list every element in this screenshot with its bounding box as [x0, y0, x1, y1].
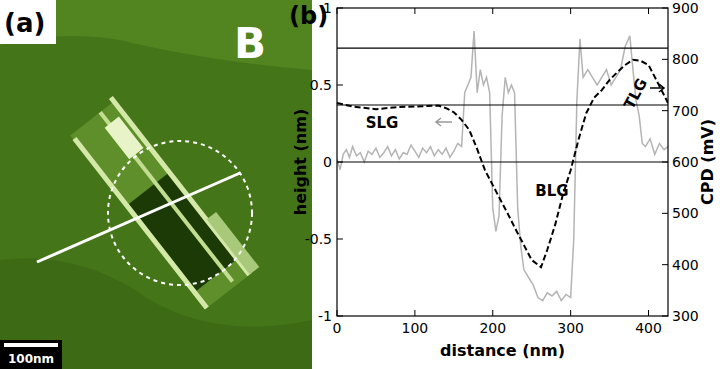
x-tick	[570, 8, 571, 14]
annotation: SLG	[366, 114, 399, 132]
scale-bar-label: 100nm	[8, 352, 54, 366]
y-tick	[337, 316, 343, 317]
y2-tick-label: 300	[672, 308, 699, 324]
y2-tick	[662, 264, 668, 265]
y2-tick-label: 500	[672, 205, 699, 221]
flake-edge	[109, 96, 251, 276]
reference-line	[337, 47, 668, 48]
y-tick-label: 0	[323, 154, 332, 170]
series-line	[337, 31, 668, 301]
x-tick	[414, 8, 415, 14]
annotation: BLG	[535, 182, 568, 200]
plot-marks	[337, 31, 668, 301]
image-background	[0, 0, 312, 369]
x-tick	[648, 310, 649, 316]
y-tick	[337, 239, 343, 240]
scale-bar-box	[0, 340, 62, 369]
y2-tick	[662, 316, 668, 317]
x-tick-label: 400	[635, 320, 662, 336]
series-line	[337, 60, 668, 267]
y-tick-label: -0.5	[305, 231, 332, 247]
y2-tick	[662, 8, 668, 9]
plot-frame	[337, 8, 668, 316]
x-tick	[492, 310, 493, 316]
y2-axis-label: CPD (mV)	[698, 119, 717, 205]
y2-tick-label: 700	[672, 103, 699, 119]
x-axis-label: distance (nm)	[440, 341, 565, 360]
axis-arrow	[436, 118, 452, 126]
y-tick	[337, 85, 343, 86]
panel-label: (b)	[289, 2, 328, 30]
y2-tick	[662, 162, 668, 163]
y-tick-label: -1	[318, 308, 332, 324]
y2-tick-label: 800	[672, 51, 699, 67]
x-tick	[337, 8, 338, 14]
region-circle	[108, 141, 252, 285]
image-region	[0, 0, 312, 70]
reference-line	[337, 104, 668, 105]
x-tick-label: 300	[557, 320, 584, 336]
x-tick-label: 100	[402, 320, 429, 336]
y2-tick	[662, 59, 668, 60]
panel-b: 0100200300400-1-0.500.513004005006007008…	[289, 0, 717, 360]
panel-label: (a)	[4, 8, 45, 38]
profile-line	[37, 173, 240, 262]
x-tick-label: 200	[479, 320, 506, 336]
x-tick	[492, 8, 493, 14]
y-axis-label: height (nm)	[291, 109, 310, 215]
y-tick	[337, 162, 343, 163]
figure: (a)B100nm0100200300400-1-0.500.513004005…	[0, 0, 720, 369]
panel-a: (a) B 100nm	[0, 0, 312, 369]
y-tick-label: 0.5	[310, 77, 332, 93]
x-tick	[648, 8, 649, 14]
reference-line	[337, 161, 668, 162]
y2-tick-label: 900	[672, 0, 699, 16]
x-tick	[337, 310, 338, 316]
flake-bright	[105, 117, 144, 160]
region-label: B	[234, 19, 266, 68]
x-tick	[414, 310, 415, 316]
x-tick-label: 0	[333, 320, 342, 336]
flake	[66, 90, 259, 310]
annotation: TLG	[620, 75, 651, 112]
axis-arrow	[650, 84, 664, 92]
scale-bar	[4, 343, 58, 347]
flake-body	[70, 101, 250, 309]
y2-tick-label: 600	[672, 154, 699, 170]
y2-tick-label: 400	[672, 257, 699, 273]
image-region	[0, 258, 312, 369]
y-tick	[337, 8, 343, 9]
plot-area	[337, 8, 668, 316]
y2-tick	[662, 110, 668, 111]
y2-tick	[662, 213, 668, 214]
label-box	[0, 0, 56, 44]
x-tick	[570, 310, 571, 316]
